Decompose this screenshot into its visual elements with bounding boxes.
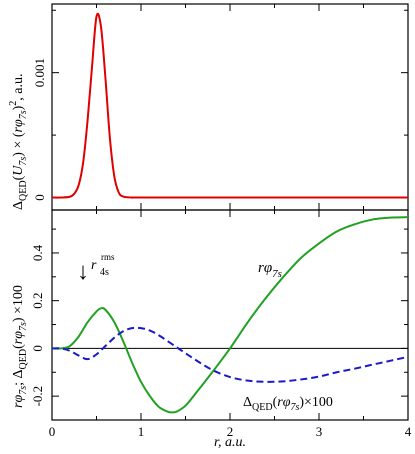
rms-label-sup: rms bbox=[101, 252, 115, 262]
bottom-series-line-1 bbox=[51, 326, 409, 383]
top-y-tick-label: 0.001 bbox=[32, 58, 47, 87]
rms-label: r bbox=[91, 258, 97, 273]
bottom-xlabel: r, a.u. bbox=[214, 435, 246, 450]
bottom-ylabel: rφ7s; ΔQED(rφ7s) ×100 bbox=[11, 285, 29, 408]
bottom-ticks: 0 1 2 3 4 -0.2 0 0.2 0.4 bbox=[30, 210, 412, 439]
bottom-y-tick-label: 0 bbox=[30, 345, 45, 352]
x-tick-label: 1 bbox=[138, 424, 145, 439]
top-series bbox=[51, 12, 408, 199]
top-panel-frame bbox=[51, 3, 409, 211]
bottom-y-tick-label: 0.4 bbox=[30, 244, 45, 261]
series-label-rphi7s: rφ7s bbox=[258, 260, 282, 280]
bottom-y-tick-label: -0.2 bbox=[30, 386, 45, 407]
bottom-series bbox=[51, 216, 409, 414]
bottom-y-tick-label: 0.2 bbox=[30, 293, 45, 309]
rms-annotation: ↓ r rms 4s bbox=[77, 252, 115, 285]
down-arrow-icon: ↓ bbox=[77, 259, 89, 285]
top-series-line-0 bbox=[51, 12, 408, 199]
x-tick-label: 2 bbox=[227, 424, 234, 439]
bottom-series-line-0 bbox=[51, 216, 409, 414]
x-tick-label: 4 bbox=[405, 424, 412, 439]
bottom-panel-frame bbox=[51, 209, 409, 421]
series-label-dqed: ΔQED(rφ7s)×100 bbox=[243, 395, 333, 413]
top-y-tick-label: 0 bbox=[32, 194, 47, 201]
x-tick-label: 0 bbox=[49, 424, 56, 439]
bottom-panel: 0 1 2 3 4 -0.2 0 0.2 0.4 rφ7s; ΔQED(rφ7s) ×100 r… bbox=[11, 209, 412, 450]
top-ylabel: ΔQED(U7s) × (rφ7s)2, a.u. bbox=[8, 73, 29, 210]
rms-label-sub: 4s bbox=[100, 267, 109, 278]
top-ticks: 0 0.001 bbox=[32, 4, 409, 210]
x-tick-label: 3 bbox=[316, 424, 323, 439]
top-panel: 0 0.001 ΔQED(U7s) × (rφ7s)2, a.u. bbox=[8, 3, 409, 211]
